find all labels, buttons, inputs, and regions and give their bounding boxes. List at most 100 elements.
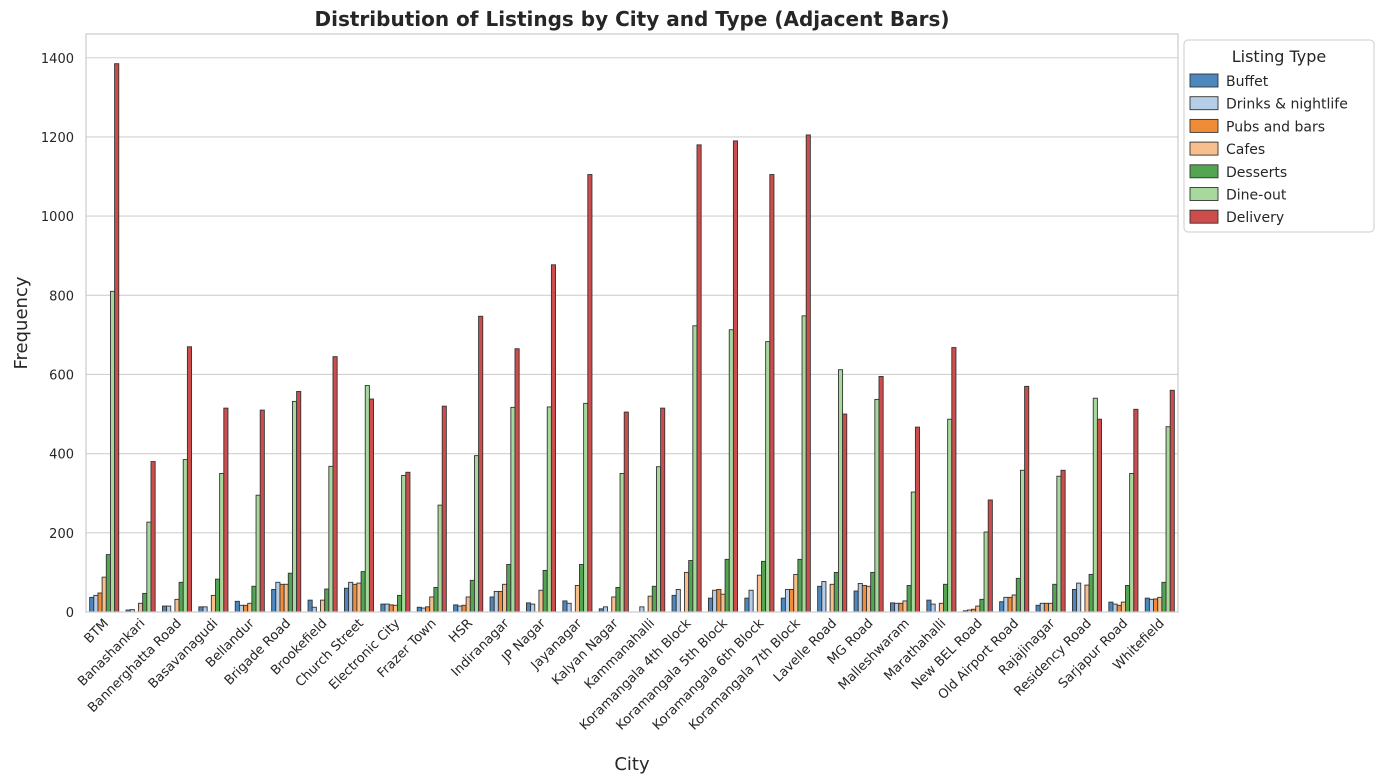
bar-indiranagar-buffet bbox=[489, 596, 495, 613]
bar-koramangala-6th-block-cafes bbox=[756, 574, 762, 613]
bar-marathahalli-drinks-and-nightlife bbox=[930, 603, 936, 613]
y-tick-label: 800 bbox=[49, 289, 74, 304]
y-tick-labels: 0 200 400 600 800 1000 1200 1400 bbox=[41, 52, 74, 621]
bar-basavanagudi-dine-out bbox=[219, 472, 225, 613]
gridlines bbox=[86, 57, 1178, 613]
bar-lavelle-road-delivery bbox=[842, 413, 848, 613]
bar-kammanahalli-drinks-and-nightlife bbox=[639, 606, 645, 613]
bar-koramangala-7th-block-buffet bbox=[780, 597, 786, 613]
legend-frame bbox=[1183, 39, 1375, 233]
bar-whitefield-desserts bbox=[1161, 581, 1167, 613]
bar-hsr-cafes bbox=[465, 596, 471, 613]
bar-frazer-town-pubs-and-bars bbox=[425, 606, 431, 613]
bar-rajajinagar-delivery bbox=[1060, 469, 1066, 613]
bar-koramangala-5th-block-desserts bbox=[724, 558, 730, 613]
bar-group-kalyan-nagar bbox=[598, 411, 629, 613]
bar-frazer-town-desserts bbox=[433, 587, 439, 613]
bar-koramangala-4th-block-dine-out bbox=[692, 325, 698, 613]
bar-church-street-desserts bbox=[360, 571, 366, 613]
bar-koramangala-5th-block-cafes bbox=[720, 593, 726, 613]
bar-kalyan-nagar-dine-out bbox=[619, 472, 625, 613]
chart-title: Distribution of Listings by City and Typ… bbox=[315, 7, 950, 31]
bar-church-street-delivery bbox=[368, 398, 375, 613]
bar-sarjapur-road-pubs-and-bars bbox=[1116, 604, 1122, 613]
bar-banashankari-desserts bbox=[142, 592, 148, 613]
bar-koramangala-5th-block-pubs-and-bars bbox=[716, 588, 722, 613]
y-tick-label: 1400 bbox=[41, 52, 74, 67]
bar-group-church-street bbox=[343, 385, 375, 613]
legend-label: Dine-out bbox=[1226, 188, 1287, 204]
bar-electronic-city-buffet bbox=[380, 603, 386, 613]
bar-btm-delivery bbox=[114, 63, 120, 613]
y-tick-label: 200 bbox=[49, 527, 74, 542]
bar-mg-road-pubs-and-bars bbox=[861, 585, 867, 613]
bar-koramangala-7th-block-desserts bbox=[797, 558, 803, 613]
bar-indiranagar-cafes bbox=[502, 583, 508, 613]
bar-bellandur-delivery bbox=[259, 409, 265, 613]
bar-indiranagar-dine-out bbox=[510, 406, 516, 613]
legend-swatch bbox=[1189, 141, 1219, 156]
bar-koramangala-7th-block-delivery bbox=[805, 134, 811, 613]
bar-lavelle-road-desserts bbox=[833, 571, 839, 613]
bar-indiranagar-drinks-and-nightlife bbox=[493, 590, 499, 613]
bar-new-bel-road-delivery bbox=[987, 499, 993, 613]
bar-whitefield-delivery bbox=[1169, 389, 1175, 613]
bar-electronic-city-desserts bbox=[397, 594, 403, 613]
bar-new-bel-road-dine-out bbox=[983, 531, 989, 613]
bar-jayanagar-dine-out bbox=[583, 402, 589, 613]
bar-koramangala-6th-block-dine-out bbox=[765, 341, 771, 613]
bar-sarjapur-road-dine-out bbox=[1129, 472, 1135, 613]
bar-bannerghatta-road-dine-out bbox=[182, 459, 188, 613]
bar-residency-road-buffet bbox=[1071, 588, 1078, 613]
legend-item-desserts: Desserts bbox=[1189, 164, 1287, 181]
bar-residency-road-drinks-and-nightlife bbox=[1076, 582, 1082, 613]
bar-koramangala-5th-block-dine-out bbox=[728, 329, 734, 613]
bar-kalyan-nagar-drinks-and-nightlife bbox=[602, 606, 609, 613]
bar-residency-road-dine-out bbox=[1092, 397, 1098, 613]
bar-lavelle-road-drinks-and-nightlife bbox=[821, 581, 827, 613]
bar-rajajinagar-cafes bbox=[1048, 602, 1054, 613]
legend-swatch bbox=[1189, 96, 1219, 111]
bar-jp-nagar-delivery bbox=[550, 264, 557, 613]
bar-koramangala-4th-block-cafes bbox=[684, 571, 690, 613]
legend-label: Pubs and bars bbox=[1226, 119, 1325, 135]
legend-label: Drinks & nightlife bbox=[1226, 97, 1348, 113]
bar-whitefield-buffet bbox=[1144, 597, 1150, 613]
bar-bellandur-desserts bbox=[251, 585, 257, 613]
bar-brookefield-delivery bbox=[332, 356, 338, 613]
bar-group-koramangala-7th-block bbox=[780, 134, 811, 613]
bar-koramangala-6th-block-buffet bbox=[744, 597, 750, 613]
bar-brigade-road-desserts bbox=[287, 572, 293, 613]
bar-frazer-town-delivery bbox=[441, 405, 447, 613]
bar-basavanagudi-drinks-and-nightlife bbox=[202, 606, 208, 613]
bar-brookefield-cafes bbox=[320, 599, 326, 613]
bar-kalyan-nagar-desserts bbox=[615, 587, 621, 613]
bar-electronic-city-dine-out bbox=[401, 474, 407, 613]
bar-marathahalli-delivery bbox=[951, 347, 957, 613]
bar-group-frazer-town bbox=[416, 405, 447, 613]
bar-jp-nagar-drinks-and-nightlife bbox=[530, 603, 536, 613]
bar-lavelle-road-buffet bbox=[817, 585, 823, 613]
bar-kammanahalli-desserts bbox=[651, 585, 657, 613]
bar-residency-road-delivery bbox=[1096, 418, 1103, 613]
x-tick-label: BTM bbox=[82, 616, 112, 646]
y-tick-label: 1200 bbox=[41, 131, 74, 146]
bar-jp-nagar-buffet bbox=[525, 602, 532, 613]
bar-marathahalli-dine-out bbox=[947, 418, 953, 613]
legend-swatch bbox=[1189, 164, 1219, 179]
bar-rajajinagar-buffet bbox=[1035, 604, 1041, 613]
bar-electronic-city-delivery bbox=[405, 471, 411, 613]
bar-whitefield-pubs-and-bars bbox=[1153, 598, 1159, 613]
bar-brookefield-drinks-and-nightlife bbox=[311, 606, 317, 613]
bar-old-airport-road-dine-out bbox=[1019, 469, 1026, 613]
bar-kalyan-nagar-cafes bbox=[611, 596, 617, 613]
bar-koramangala-6th-block-delivery bbox=[769, 174, 775, 613]
bar-btm-drinks-and-nightlife bbox=[93, 594, 99, 613]
bar-rajajinagar-pubs-and-bars bbox=[1043, 602, 1049, 613]
legend-item-drinks-and-nightlife: Drinks & nightlife bbox=[1189, 96, 1348, 113]
bar-hsr-delivery bbox=[478, 315, 484, 613]
bar-sarjapur-road-cafes bbox=[1120, 601, 1126, 613]
bar-hsr-dine-out bbox=[473, 455, 480, 613]
y-tick-label: 600 bbox=[49, 368, 74, 383]
bar-mg-road-buffet bbox=[853, 590, 859, 613]
